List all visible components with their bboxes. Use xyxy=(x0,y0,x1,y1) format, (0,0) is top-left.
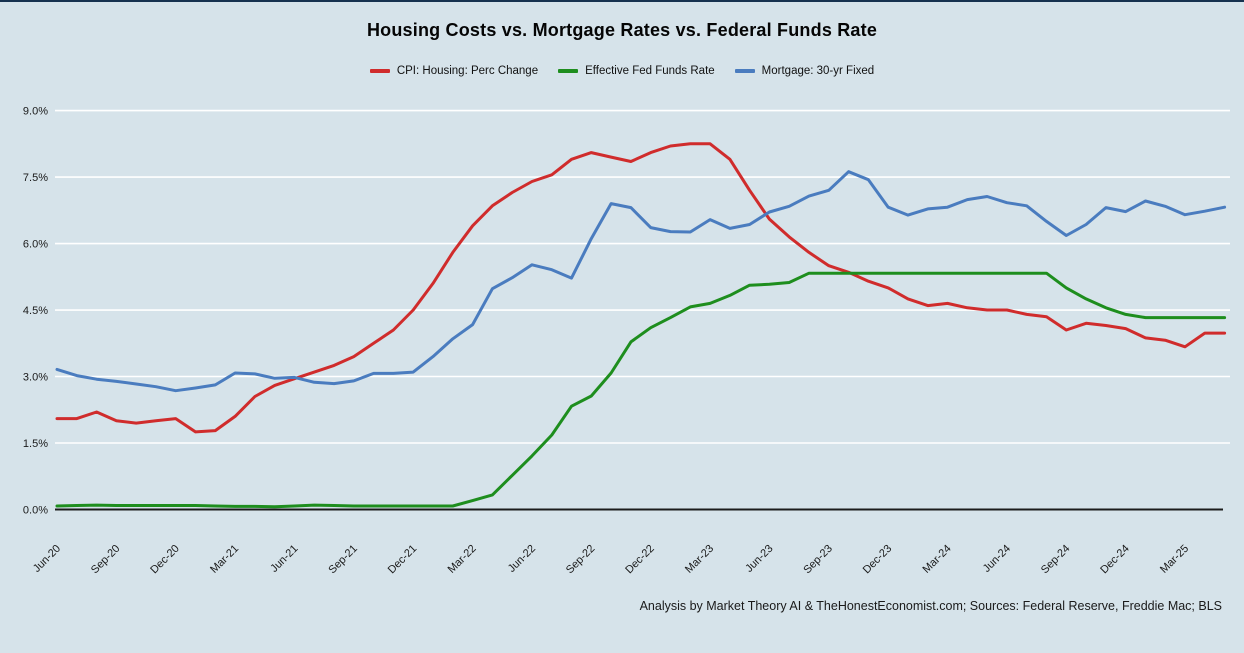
x-tick-label: Jun-20 xyxy=(31,543,63,575)
legend-label: Mortgage: 30-yr Fixed xyxy=(761,65,875,77)
legend-label: Effective Fed Funds Rate xyxy=(585,65,715,77)
legend-swatch-icon xyxy=(734,69,755,73)
y-tick-label: 1.5% xyxy=(23,438,48,450)
x-tick-label: Mar-24 xyxy=(921,543,954,576)
series-line-effective-fed-funds-rate xyxy=(55,271,1227,509)
x-tick-label: Dec-23 xyxy=(861,543,895,577)
x-tick-label: Sep-20 xyxy=(89,543,123,577)
y-tick-label: 3.0% xyxy=(23,372,48,384)
legend-swatch-icon xyxy=(369,69,390,73)
legend-item: Effective Fed Funds Rate xyxy=(558,65,715,77)
x-tick-label: Sep-21 xyxy=(326,543,360,577)
x-tick-label: Dec-20 xyxy=(148,543,182,577)
x-tick-label: Jun-21 xyxy=(268,543,300,575)
x-tick-label: Mar-21 xyxy=(208,543,241,576)
y-tick-label: 9.0% xyxy=(23,106,48,118)
series-line-cpi-housing-perc-change xyxy=(55,142,1227,434)
chart-title: Housing Costs vs. Mortgage Rates vs. Fed… xyxy=(366,20,878,40)
x-tick-label: Sep-22 xyxy=(564,543,598,577)
legend-item: Mortgage: 30-yr Fixed xyxy=(734,65,875,77)
y-tick-label: 7.5% xyxy=(23,172,48,184)
x-tick-label: Mar-22 xyxy=(446,543,479,576)
source-caption: Analysis by Market Theory AI & TheHonest… xyxy=(639,599,1222,613)
series-line-mortgage-30-yr-fixed xyxy=(55,170,1227,393)
x-tick-label: Jun-24 xyxy=(981,543,1013,575)
x-tick-label: Dec-21 xyxy=(386,543,420,577)
x-tick-label: Dec-22 xyxy=(623,543,657,577)
x-tick-label: Mar-23 xyxy=(683,543,716,576)
chart-legend: CPI: Housing: Perc Change Effective Fed F… xyxy=(0,65,1244,77)
x-tick-label: Sep-24 xyxy=(1039,543,1073,577)
y-tick-label: 0.0% xyxy=(23,505,48,517)
x-tick-label: Sep-23 xyxy=(801,543,835,577)
y-tick-label: 4.5% xyxy=(23,305,48,317)
legend-label: CPI: Housing: Perc Change xyxy=(396,65,539,77)
x-tick-label: Dec-24 xyxy=(1098,543,1132,577)
x-tick-label: Mar-25 xyxy=(1158,543,1191,576)
x-tick-label: Jun-23 xyxy=(743,543,775,575)
x-tick-label: Jun-22 xyxy=(506,543,538,575)
legend-swatch-icon xyxy=(558,69,579,73)
y-tick-label: 6.0% xyxy=(23,239,48,251)
legend-item: CPI: Housing: Perc Change xyxy=(369,65,539,77)
